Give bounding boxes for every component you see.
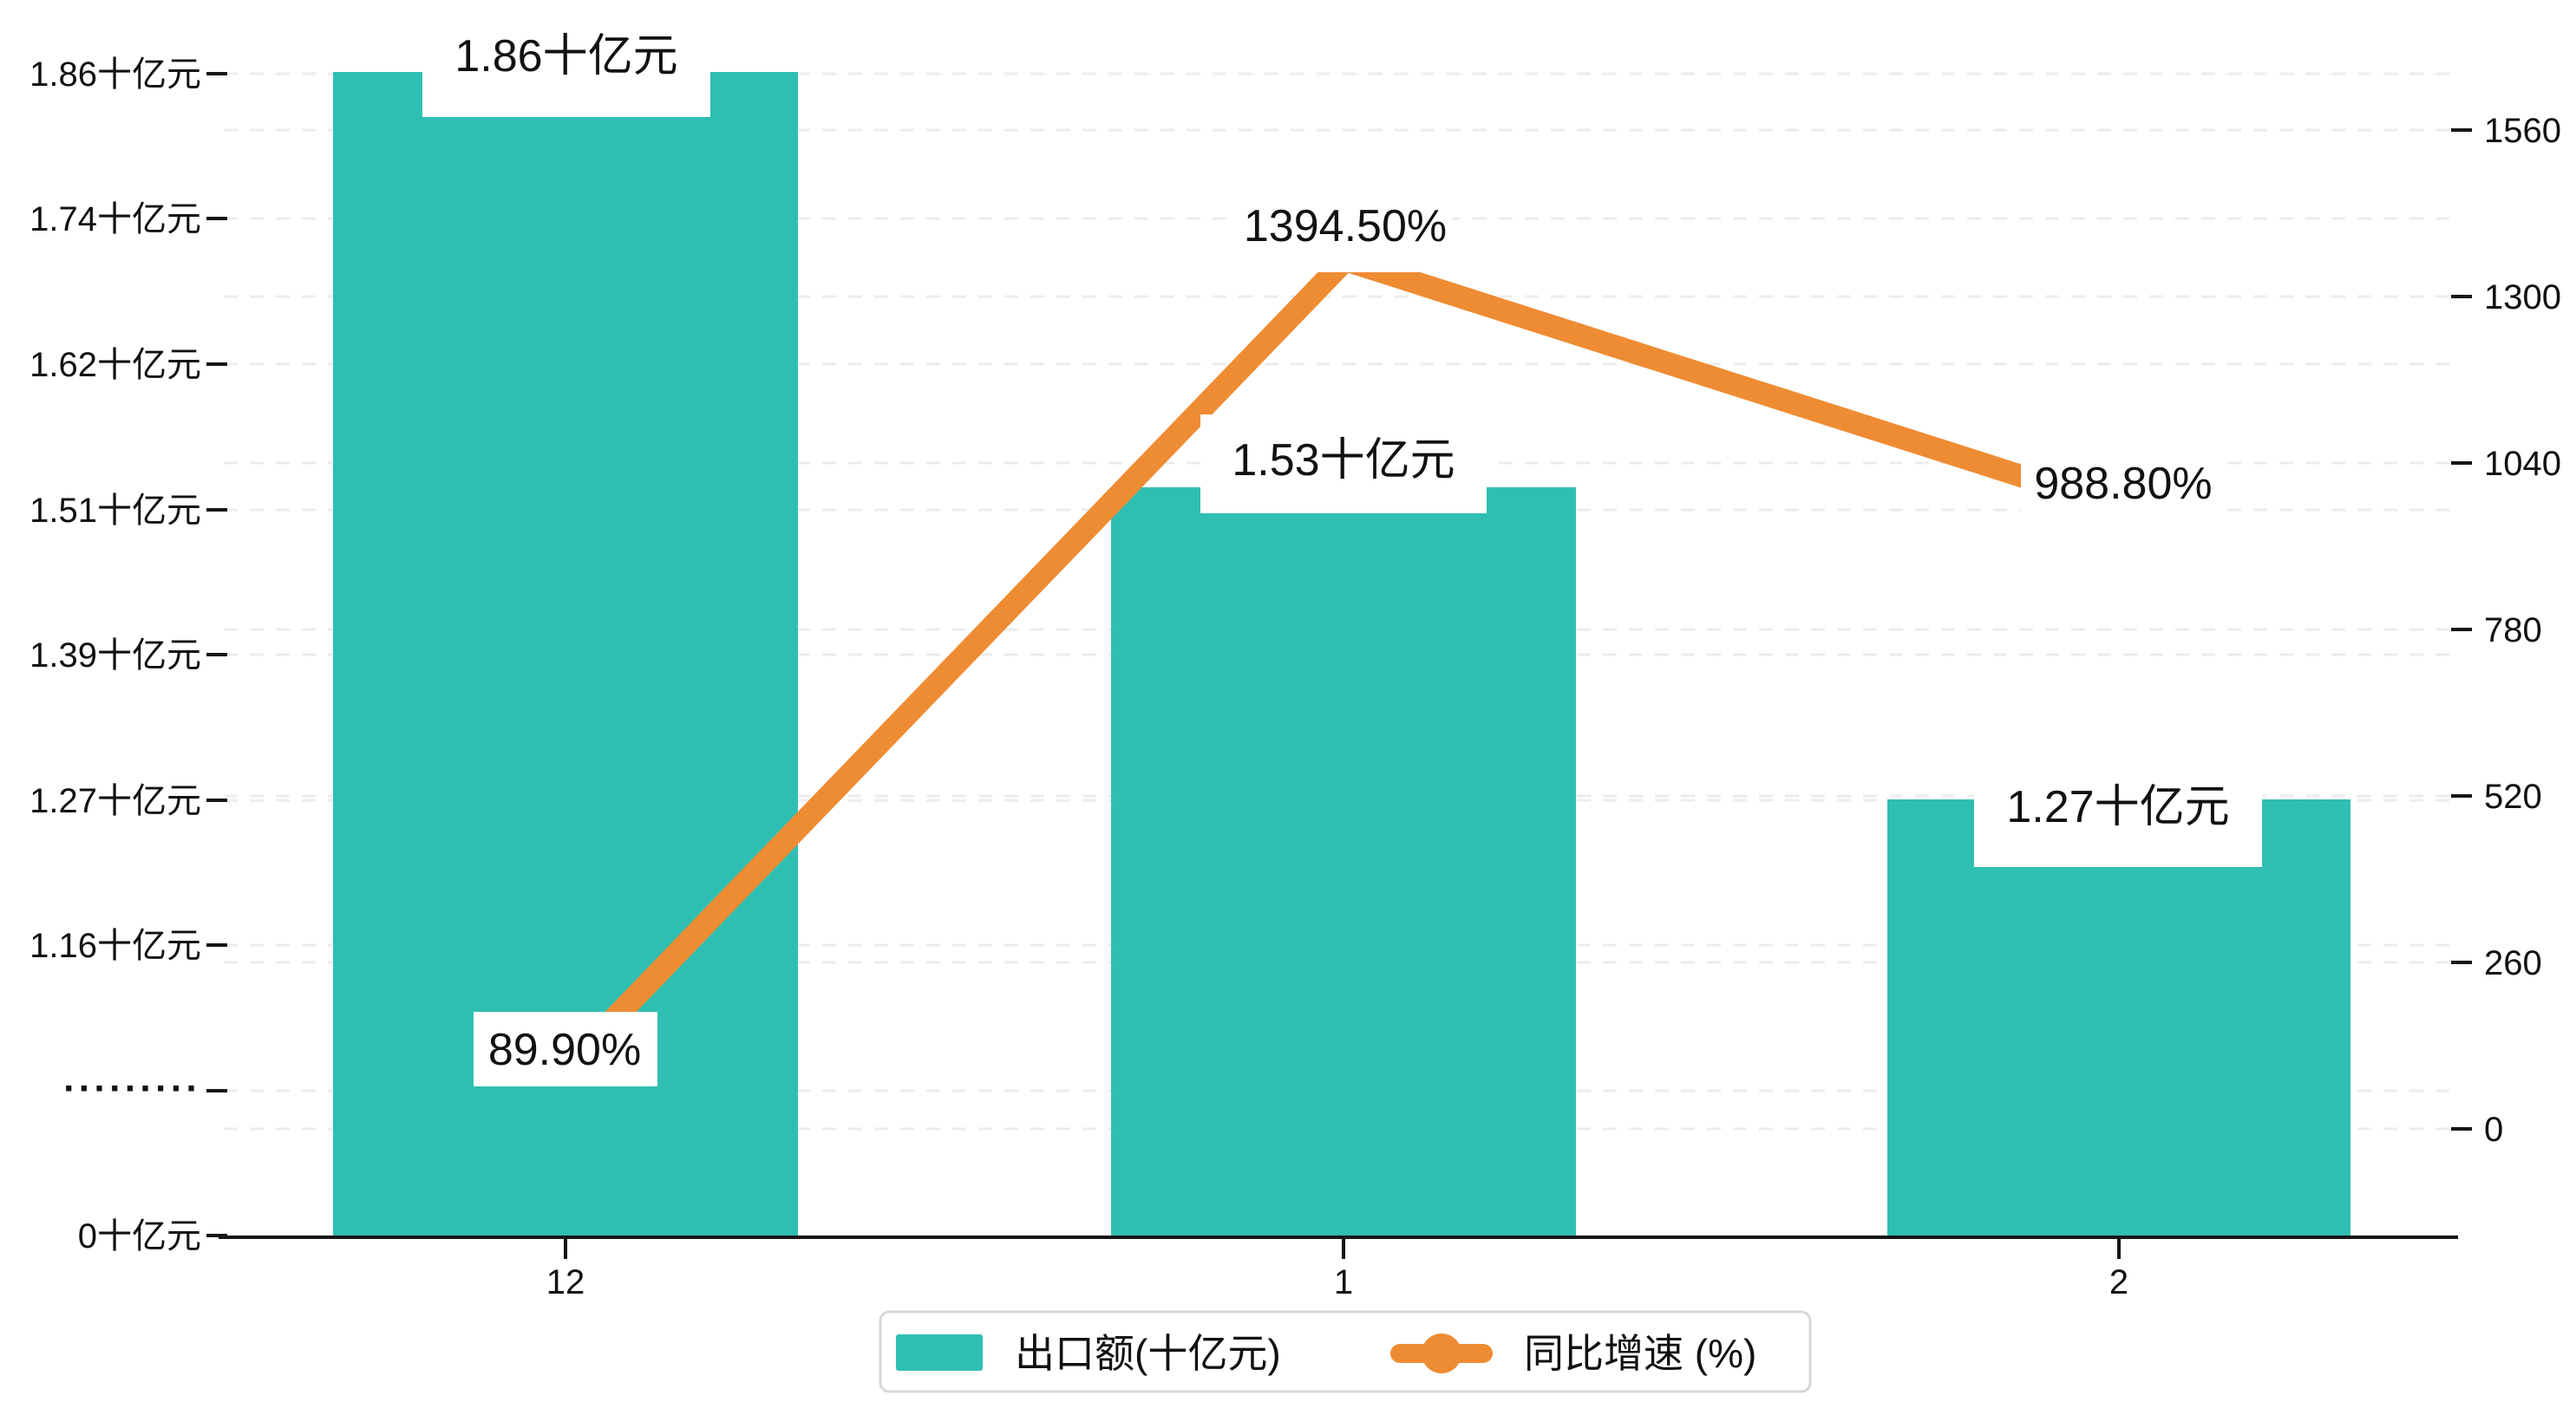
axes xyxy=(206,72,2472,1259)
left-axis-tick-label: 1.27十亿元 xyxy=(29,782,201,820)
x-axis-label-2: 2 xyxy=(2109,1263,2128,1301)
bar-label-box xyxy=(422,7,710,117)
bar-value-label: 1.53十亿元 xyxy=(1232,435,1455,486)
line-value-label: 988.80% xyxy=(2034,459,2212,509)
legend-line-dot[interactable] xyxy=(1422,1333,1461,1373)
left-axis-tick-label: 1.74十亿元 xyxy=(29,200,201,238)
bar-month-2[interactable] xyxy=(1887,799,2350,1237)
right-axis-tick-label: 1560 xyxy=(2484,112,2561,150)
bar-value-label: 1.27十亿元 xyxy=(2006,782,2229,832)
left-axis-labels: 1.86十亿元 1.74十亿元 1.62十亿元 1.51十亿元 1.39十亿元 … xyxy=(29,55,201,1255)
line-label-box xyxy=(2021,447,2226,518)
bar-label-box xyxy=(1200,414,1487,513)
legend-bar-label[interactable]: 出口额(十亿元) xyxy=(1015,1331,1281,1376)
right-axis-tick-label: 1040 xyxy=(2484,445,2561,483)
right-axis-labels: 1560 1300 1040 780 520 260 0 xyxy=(2484,112,2561,1149)
legend-item-export[interactable]: 出口额(十亿元) xyxy=(896,1331,1281,1376)
x-axis-label-12: 12 xyxy=(546,1263,585,1301)
right-axis-tick-label: 260 xyxy=(2484,944,2542,982)
right-axis-tick-label: 520 xyxy=(2484,778,2542,816)
left-axis-tick-label: 1.62十亿元 xyxy=(29,346,201,384)
data-label-texts: 1.86十亿元 1.53十亿元 1.27十亿元 89.90% 1394.50% … xyxy=(454,31,2229,1075)
bar-month-1[interactable] xyxy=(1111,487,1576,1237)
left-axis-tick-label: 1.51十亿元 xyxy=(29,492,201,530)
line-value-label: 1394.50% xyxy=(1244,201,1447,251)
legend-line-label[interactable]: 同比增速 (%) xyxy=(1524,1331,1756,1376)
legend-item-growth[interactable]: 同比增速 (%) xyxy=(1390,1331,1756,1376)
legend: 出口额(十亿元) 同比增速 (%) xyxy=(879,1310,1812,1393)
left-axis-tick-label: 1.39十亿元 xyxy=(29,636,201,675)
left-axis-break-dots: ········· xyxy=(63,1067,201,1110)
data-label-boxes xyxy=(422,7,2262,1086)
right-axis-tick-label: 780 xyxy=(2484,611,2542,649)
bar-value-label: 1.86十亿元 xyxy=(454,31,677,82)
right-axis-tick-label: 0 xyxy=(2484,1111,2503,1149)
legend-bar-swatch[interactable] xyxy=(896,1334,983,1371)
right-axis-tick-label: 1300 xyxy=(2484,278,2561,316)
export-bar-series xyxy=(333,72,2350,1237)
legend-box xyxy=(879,1310,1812,1393)
left-axis-tick-label: 1.86十亿元 xyxy=(29,55,201,94)
line-label-box xyxy=(474,1012,657,1086)
line-value-label: 89.90% xyxy=(488,1025,641,1075)
bar-label-box xyxy=(1974,761,2262,867)
x-axis-labels: 12 1 2 xyxy=(546,1263,2128,1301)
left-axis-tick-label: 1.16十亿元 xyxy=(29,927,201,965)
line-label-box xyxy=(1239,182,1452,272)
left-axis-tick-label: 0十亿元 xyxy=(78,1217,201,1255)
x-axis-label-1: 1 xyxy=(1334,1263,1353,1301)
